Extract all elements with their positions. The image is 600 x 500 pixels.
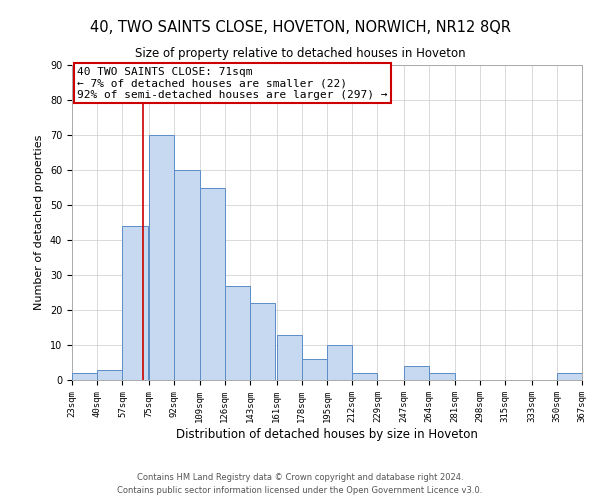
Bar	[277, 334, 302, 380]
Bar	[174, 170, 199, 380]
Bar	[225, 286, 250, 380]
Bar	[429, 373, 455, 380]
Bar	[352, 373, 377, 380]
Text: 40 TWO SAINTS CLOSE: 71sqm
← 7% of detached houses are smaller (22)
92% of semi-: 40 TWO SAINTS CLOSE: 71sqm ← 7% of detac…	[77, 66, 388, 100]
Text: 40, TWO SAINTS CLOSE, HOVETON, NORWICH, NR12 8QR: 40, TWO SAINTS CLOSE, HOVETON, NORWICH, …	[89, 20, 511, 35]
X-axis label: Distribution of detached houses by size in Hoveton: Distribution of detached houses by size …	[176, 428, 478, 440]
Text: Size of property relative to detached houses in Hoveton: Size of property relative to detached ho…	[134, 48, 466, 60]
Bar	[327, 345, 352, 380]
Bar	[122, 226, 148, 380]
Text: Contains public sector information licensed under the Open Government Licence v3: Contains public sector information licen…	[118, 486, 482, 495]
Text: Contains HM Land Registry data © Crown copyright and database right 2024.: Contains HM Land Registry data © Crown c…	[137, 472, 463, 482]
Bar	[149, 135, 174, 380]
Bar	[404, 366, 429, 380]
Bar	[97, 370, 122, 380]
Y-axis label: Number of detached properties: Number of detached properties	[34, 135, 44, 310]
Bar	[72, 373, 97, 380]
Bar	[302, 359, 327, 380]
Bar	[250, 303, 275, 380]
Bar	[557, 373, 582, 380]
Bar	[199, 188, 225, 380]
